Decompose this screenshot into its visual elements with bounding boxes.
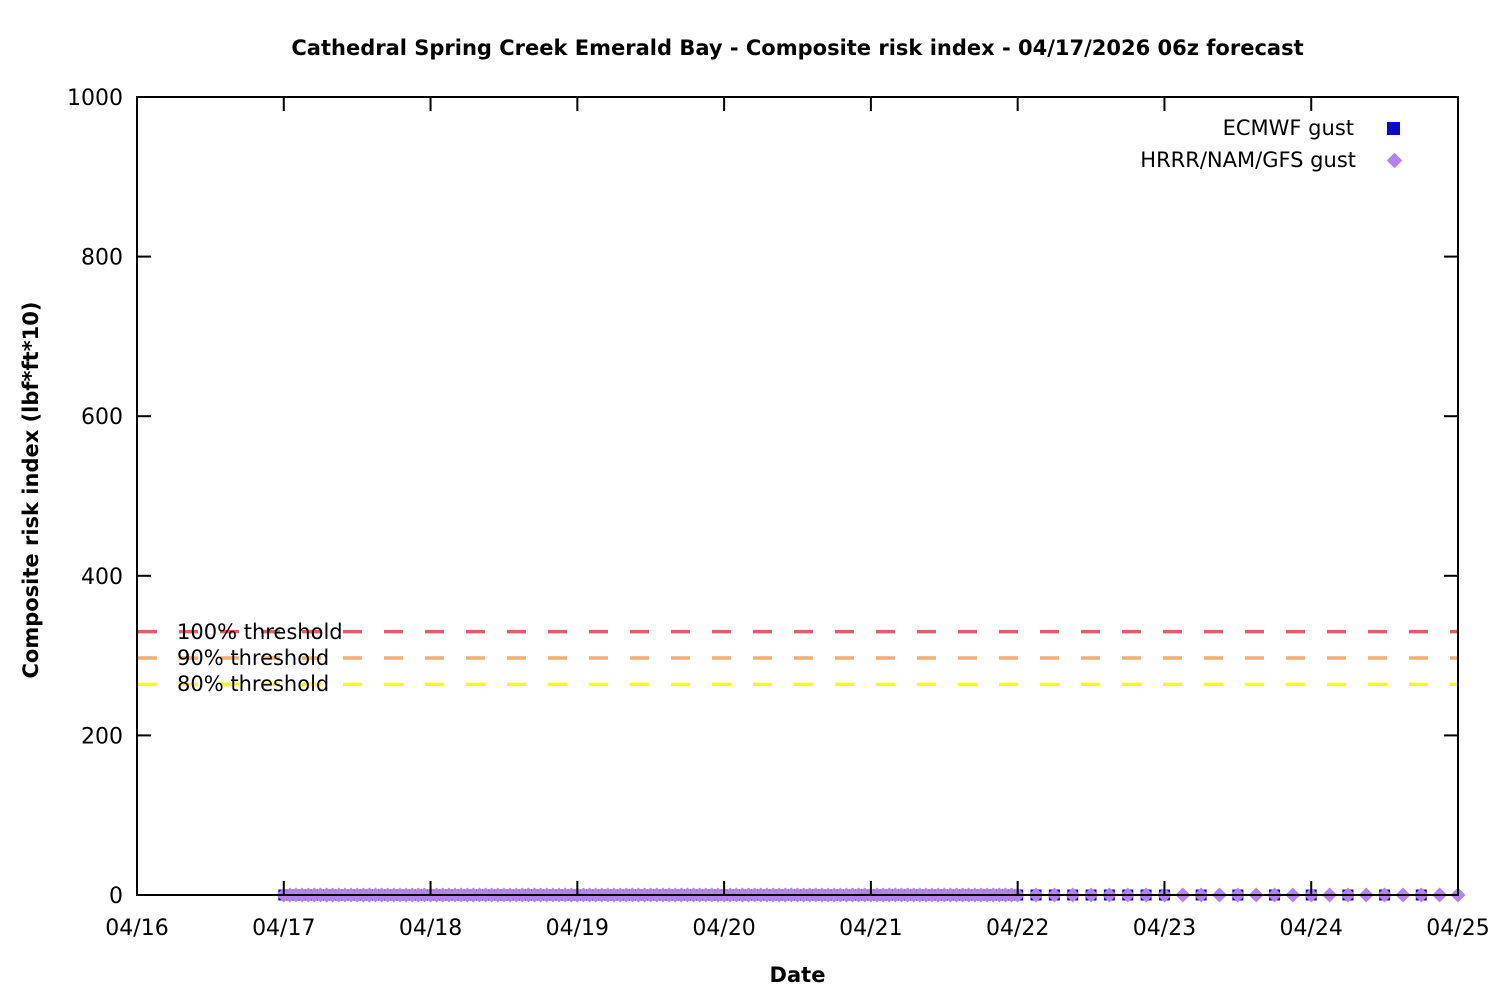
threshold-label: 100% threshold [177, 619, 343, 644]
plot-border [136, 96, 1459, 896]
y-tick-label: 0 [109, 884, 123, 909]
legend-item-ecmwf: ECMWF gust [1140, 112, 1400, 144]
x-tick-label: 04/21 [839, 916, 902, 941]
x-tick-label: 04/16 [105, 916, 168, 941]
y-tick-label: 800 [81, 246, 123, 271]
y-tick-label: 600 [81, 405, 123, 430]
y-tick-label: 400 [81, 565, 123, 590]
threshold-label: 80% threshold [177, 672, 330, 697]
chart-title: Cathedral Spring Creek Emerald Bay - Com… [291, 36, 1304, 60]
diamond-marker-icon [1386, 152, 1403, 168]
y-tick-label: 200 [81, 724, 123, 749]
x-tick-label: 04/25 [1426, 916, 1489, 941]
threshold-label: 90% threshold [177, 645, 330, 670]
x-tick-label: 04/18 [399, 916, 462, 941]
legend-label-ecmwf: ECMWF gust [1222, 116, 1354, 140]
legend-label-hrrr: HRRR/NAM/GFS gust [1140, 148, 1356, 172]
x-axis-label: Date [769, 963, 826, 987]
x-tick-label: 04/17 [252, 916, 315, 941]
x-tick-label: 04/22 [986, 916, 1049, 941]
x-tick-label: 04/19 [546, 916, 609, 941]
x-tick-label: 04/24 [1280, 916, 1343, 941]
x-tick-label: 04/23 [1133, 916, 1196, 941]
y-tick-label: 1000 [67, 86, 123, 111]
legend: ECMWF gust HRRR/NAM/GFS gust [1140, 112, 1403, 176]
legend-item-hrrr: HRRR/NAM/GFS gust [1140, 144, 1403, 176]
square-marker-icon [1387, 121, 1400, 135]
x-tick-label: 04/20 [692, 916, 755, 941]
